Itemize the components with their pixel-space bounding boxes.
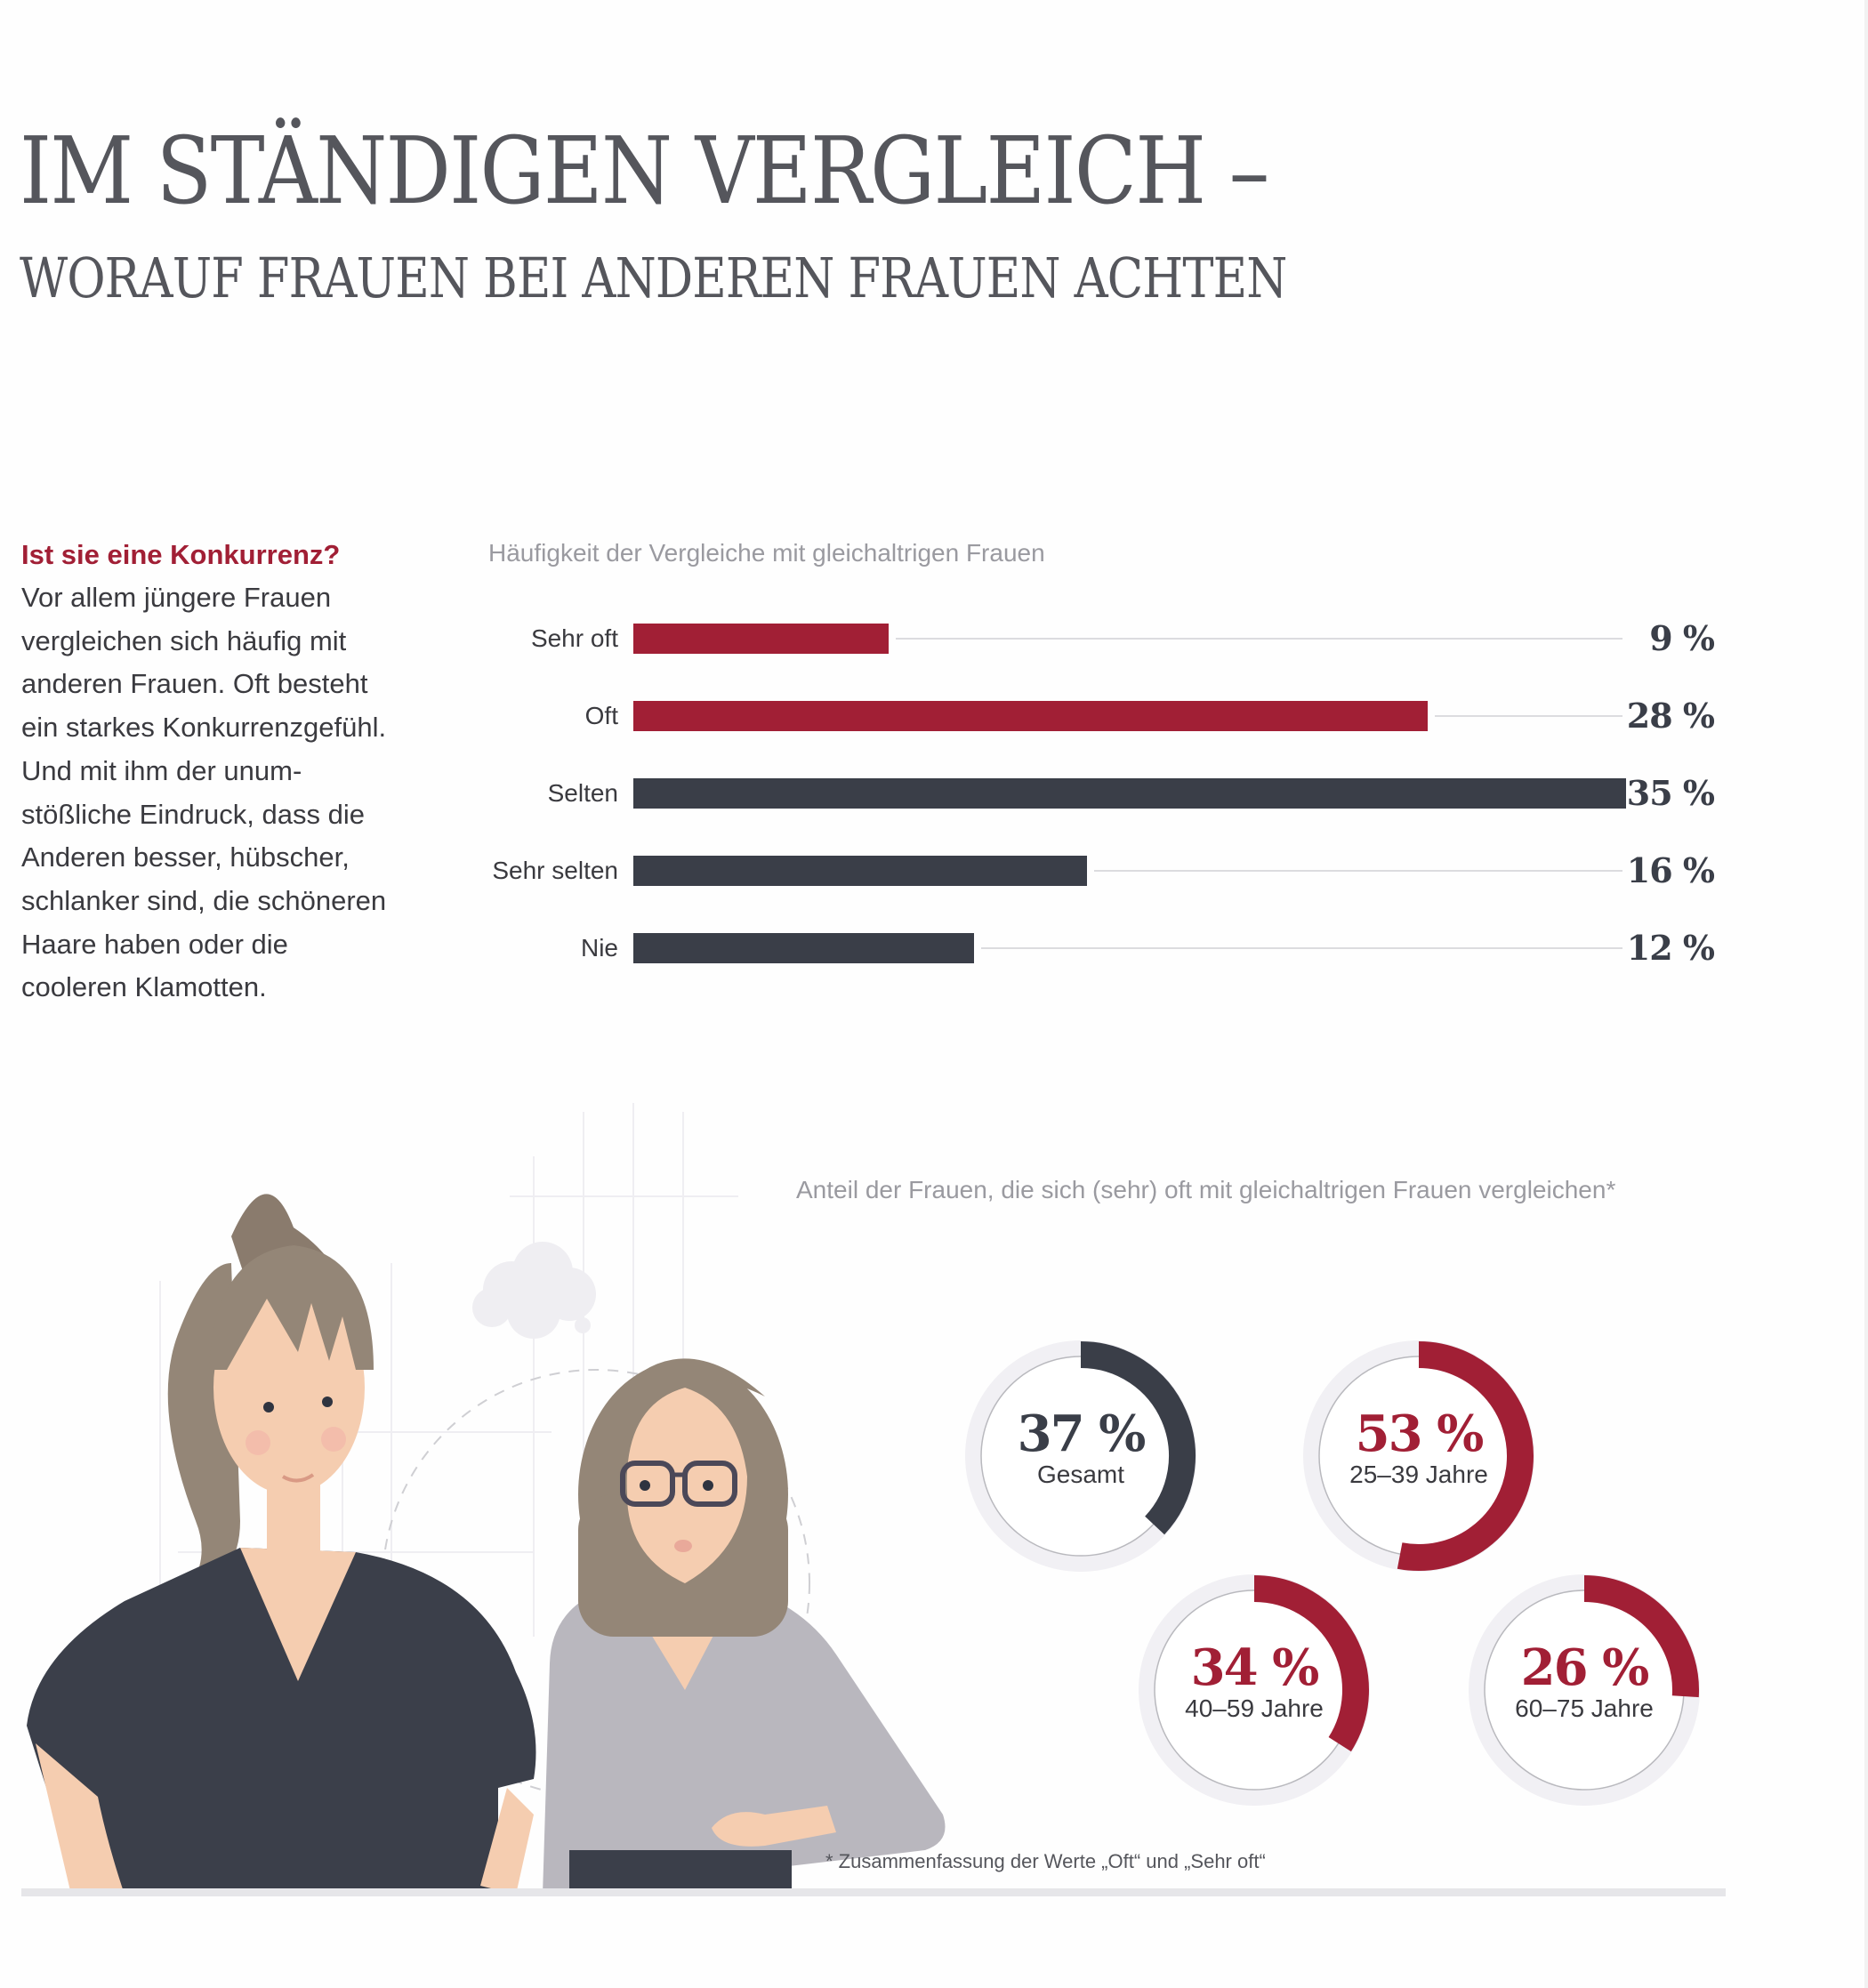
bar-chart-title: Häufigkeit der Vergleiche mit gleichaltr… bbox=[488, 539, 1045, 567]
bar-category-label: Nie bbox=[580, 934, 618, 962]
intro-line: Und mit ihm der unum- bbox=[21, 754, 302, 786]
bar-track-line bbox=[633, 638, 1622, 640]
donut-arc bbox=[1583, 1575, 1699, 1698]
footer-rule bbox=[21, 1888, 1726, 1896]
bar-category-label: Sehr oft bbox=[530, 624, 618, 652]
intro-body: Vor allem jüngere Frauen vergleichen sic… bbox=[21, 576, 431, 1010]
bar-track-line bbox=[633, 947, 1622, 949]
donut bbox=[1469, 1574, 1700, 1806]
intro-line: vergleichen sich häufig mit bbox=[21, 624, 347, 656]
thought-cloud-icon bbox=[472, 1242, 596, 1339]
intro-line: ein starkes Konkurrenzgefühl. bbox=[21, 712, 387, 744]
donut-category-label: 25–39 Jahre bbox=[1349, 1461, 1488, 1488]
donut-label-group: 37 % Gesamt bbox=[974, 1407, 1188, 1489]
bar bbox=[633, 778, 1626, 809]
bar-value-label: 9 % bbox=[1649, 618, 1715, 658]
donut-value: 37 % bbox=[1017, 1404, 1147, 1463]
donut-arc bbox=[1397, 1341, 1534, 1571]
footnote: * Zusammenfassung der Werte „Oft“ und „S… bbox=[825, 1850, 1266, 1872]
donut bbox=[1139, 1574, 1370, 1806]
intro-line: schlanker sind, die schöneren bbox=[21, 884, 387, 916]
donut-category-label: 60–75 Jahre bbox=[1515, 1694, 1654, 1722]
intro-line: Vor allem jüngere Frauen bbox=[21, 582, 332, 613]
bar-value-label: 28 % bbox=[1626, 696, 1715, 736]
donut-arc bbox=[1253, 1575, 1369, 1752]
donut-arc bbox=[1080, 1341, 1196, 1535]
intro-heading: Ist sie eine Konkurrenz? bbox=[21, 539, 341, 570]
donut-label-group: 53 % 25–39 Jahre bbox=[1312, 1407, 1526, 1489]
donut bbox=[965, 1340, 1196, 1572]
bar-value-label: 16 % bbox=[1626, 850, 1715, 890]
bar-value-label: 12 % bbox=[1626, 928, 1715, 968]
bar-category-label: Oft bbox=[584, 702, 618, 729]
woman-glasses-illustration bbox=[543, 1358, 946, 1895]
donut-value: 26 % bbox=[1520, 1638, 1650, 1697]
bar bbox=[633, 701, 1428, 731]
intro-text-block: Ist sie eine Konkurrenz? Vor allem jünge… bbox=[21, 534, 431, 1010]
bar-track-line bbox=[633, 870, 1622, 872]
women-illustration bbox=[27, 1103, 946, 1895]
donut bbox=[1303, 1340, 1534, 1572]
bar bbox=[633, 856, 1088, 886]
donut-label-group: 26 % 60–75 Jahre bbox=[1477, 1641, 1691, 1723]
intro-line: anderen Frauen. Oft besteht bbox=[21, 668, 368, 700]
page-edge-line bbox=[1864, 0, 1868, 1988]
bar-value-label: 35 % bbox=[1626, 773, 1715, 813]
bar bbox=[633, 624, 889, 654]
donut-value: 34 % bbox=[1190, 1638, 1320, 1697]
donut-label-group: 34 % 40–59 Jahre bbox=[1147, 1641, 1361, 1723]
page-title: IM STÄNDIGEN VERGLEICH – bbox=[20, 117, 1269, 225]
bar-category-label: Selten bbox=[547, 779, 618, 807]
donut-chart-title: Anteil der Frauen, die sich (sehr) oft m… bbox=[796, 1176, 1616, 1203]
page-subtitle: WORAUF FRAUEN BEI ANDEREN FRAUEN ACHTEN bbox=[20, 245, 1287, 310]
donut-category-label: 40–59 Jahre bbox=[1185, 1694, 1324, 1722]
intro-line: Haare haben oder die bbox=[21, 928, 288, 960]
bar-category-label: Sehr selten bbox=[492, 857, 618, 884]
intro-line: cooleren Klamotten. bbox=[21, 971, 267, 1003]
bar bbox=[633, 933, 974, 963]
intro-line: stößliche Eindruck, dass die bbox=[21, 798, 365, 830]
intro-line: Anderen besser, hübscher, bbox=[21, 841, 350, 873]
woman-ponytail-illustration bbox=[27, 1194, 536, 1895]
donut-category-label: Gesamt bbox=[1036, 1461, 1125, 1488]
donut-value: 53 % bbox=[1355, 1404, 1485, 1463]
